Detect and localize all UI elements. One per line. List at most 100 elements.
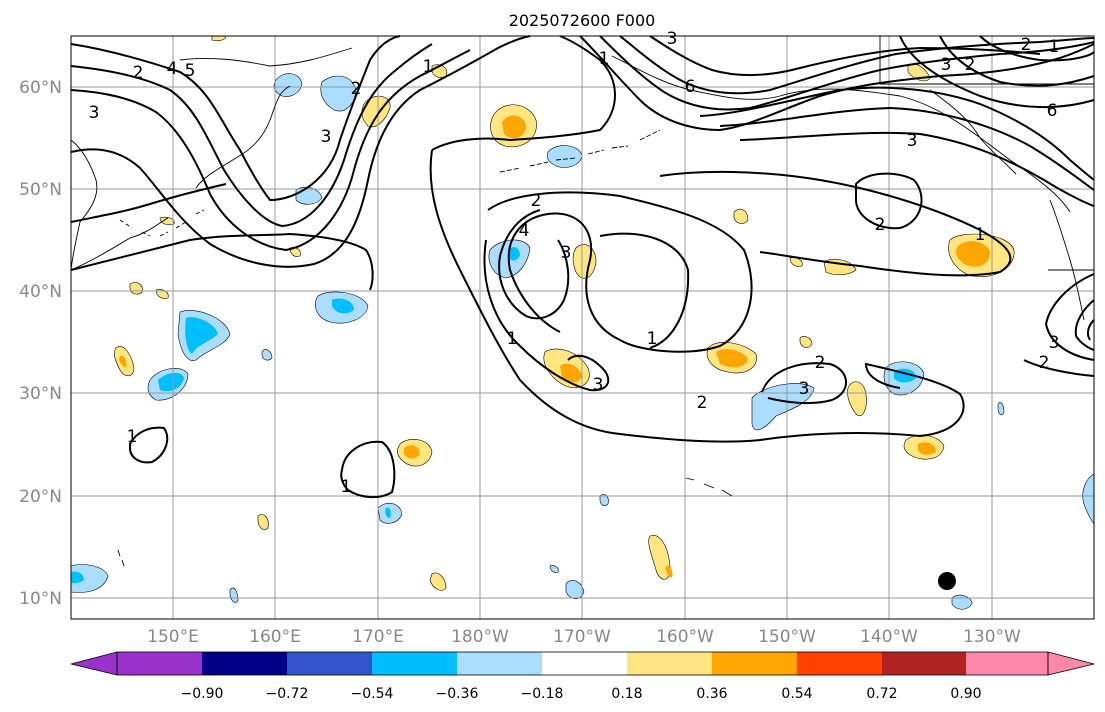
colorbar-segment [117, 652, 202, 675]
contour-label: 4 [167, 59, 178, 79]
contour-label: 1 [127, 427, 138, 447]
contour-line [979, 35, 1095, 62]
contour-line [1023, 359, 1095, 377]
contour-label: 2 [965, 55, 976, 75]
coastline-siberia [179, 47, 353, 67]
colorbar: −0.90 −0.72 −0.54 −0.36 −0.18 0.18 0.36 … [70, 651, 1095, 702]
anomaly-positive-core [119, 355, 127, 368]
contour-line [340, 440, 396, 498]
lon-label: 170°W [553, 627, 611, 647]
colorbar-tick-label: −0.18 [521, 686, 564, 702]
colorbar-tick-label: −0.54 [351, 686, 394, 702]
contour-line [1044, 273, 1095, 361]
contour-label: 2 [133, 63, 144, 83]
anomaly-negative-patch [70, 564, 109, 593]
contour-line [70, 49, 471, 252]
contour-line [719, 106, 1095, 191]
contour-label: 6 [1047, 101, 1058, 121]
contour-line [483, 239, 610, 392]
colorbar-frame [116, 651, 1049, 676]
lon-label: 160°E [249, 627, 301, 647]
anomaly-negative-core [71, 571, 84, 584]
anomaly-positive-patch [572, 244, 597, 279]
colorbar-tick-label: 0.90 [950, 686, 981, 702]
contour-line [739, 131, 1095, 207]
contour-line [70, 232, 374, 291]
contour-line [761, 362, 847, 405]
contour-label: 3 [561, 243, 572, 263]
colorbar-tick-label: −0.36 [436, 686, 479, 702]
contour-line [599, 232, 690, 349]
anomaly-negative-patch [565, 580, 585, 600]
anomaly-positive-patch [257, 514, 269, 530]
anomaly-positive-core [716, 349, 748, 368]
colorbar-tick-label: 0.54 [781, 686, 812, 702]
contour-line [498, 209, 570, 320]
lon-label: 170°E [352, 627, 404, 647]
colorbar-segment [712, 652, 797, 675]
coastline-aleutians [499, 129, 661, 173]
anomaly-positive-patch [155, 289, 169, 299]
contour-line [599, 35, 1095, 111]
contour-line [70, 183, 227, 223]
coastline-mariana [117, 549, 125, 567]
shaded-anomalies [70, 35, 1095, 610]
anomaly-negative-core [158, 372, 184, 392]
contour-label: 3 [321, 127, 332, 147]
lon-label: 140°W [860, 627, 918, 647]
contour-label: 1 [1049, 37, 1060, 57]
contour-label: 2 [351, 79, 362, 99]
contour-label: 2 [815, 353, 826, 373]
colorbar-ticks: −0.90 −0.72 −0.54 −0.36 −0.18 0.18 0.36 … [181, 686, 982, 702]
anomaly-negative-patch [546, 145, 583, 168]
contour-label: 3 [667, 29, 678, 49]
anomaly-positive-patch [648, 535, 671, 580]
contour-label: 6 [685, 77, 696, 97]
contour-label: 4 [519, 221, 530, 241]
latitude-labels: 60°N 50°N 40°N 30°N 20°N 10°N [19, 78, 62, 609]
map-title: 2025072600 F000 [509, 11, 656, 30]
contour-label: 5 [185, 61, 196, 81]
colorbar-tick-label: 0.36 [696, 686, 727, 702]
contour-label: 1 [975, 225, 986, 245]
contour-labels: 2 4 5 1 3 3 2 1 3 6 2 1 3 2 6 3 2 4 3 1 … [89, 29, 1060, 497]
lon-label: 160°W [656, 627, 714, 647]
lat-label: 60°N [19, 78, 62, 98]
contour-line [699, 86, 1095, 181]
contour-line [431, 35, 616, 151]
contour-label: 2 [697, 393, 708, 413]
longitude-labels: 150°E 160°E 170°E 180°W 170°W 160°W 150°… [147, 627, 1021, 647]
anomaly-negative-core [332, 298, 354, 314]
anomaly-negative-patch [320, 75, 357, 112]
colorbar-segment [372, 652, 457, 675]
anomaly-negative-patch [951, 594, 973, 610]
storm-center-dot [938, 572, 956, 590]
anomaly-negative-patch [599, 494, 609, 506]
anomaly-negative-patch [751, 383, 815, 431]
contour-line [619, 35, 1095, 95]
colorbar-segment [797, 652, 882, 675]
anomaly-negative-patch [229, 587, 239, 603]
colorbar-segment [627, 652, 712, 675]
contour-label: 2 [531, 191, 542, 211]
contour-line [899, 35, 1095, 109]
contour-line [429, 149, 965, 443]
contour-label: 1 [341, 477, 352, 497]
anomaly-negative-core [385, 507, 391, 518]
contour-line [129, 426, 169, 464]
contour-label: 2 [1021, 35, 1032, 55]
contour-label: 2 [1039, 353, 1050, 373]
coastline-hawaii [685, 477, 733, 497]
anomaly-positive-patch [733, 208, 749, 224]
contour-line [70, 43, 433, 228]
anomaly-positive-patch [847, 381, 867, 416]
lat-label: 40°N [19, 282, 62, 302]
colorbar-segment [882, 652, 966, 675]
contour-line [1086, 319, 1095, 341]
lat-label: 30°N [19, 384, 62, 404]
coastline-alaska-panhandle [929, 89, 1017, 175]
anomaly-negative-core [508, 247, 520, 261]
contour-line [939, 35, 1095, 87]
contour-label: 3 [941, 55, 952, 75]
colorbar-segment [542, 652, 627, 675]
